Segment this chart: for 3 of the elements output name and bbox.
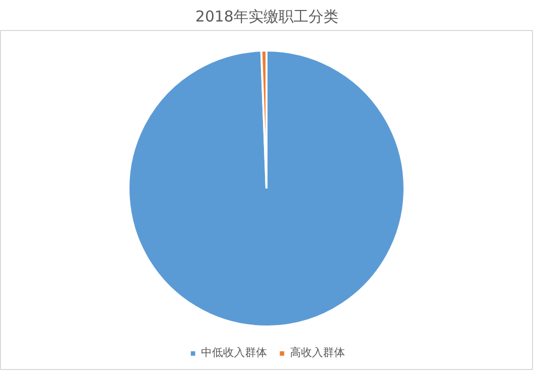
legend-label: 高收入群体 (290, 345, 345, 360)
chart-title: 2018年实缴职工分类 (195, 8, 339, 26)
legend-label: 中低收入群体 (201, 345, 267, 360)
